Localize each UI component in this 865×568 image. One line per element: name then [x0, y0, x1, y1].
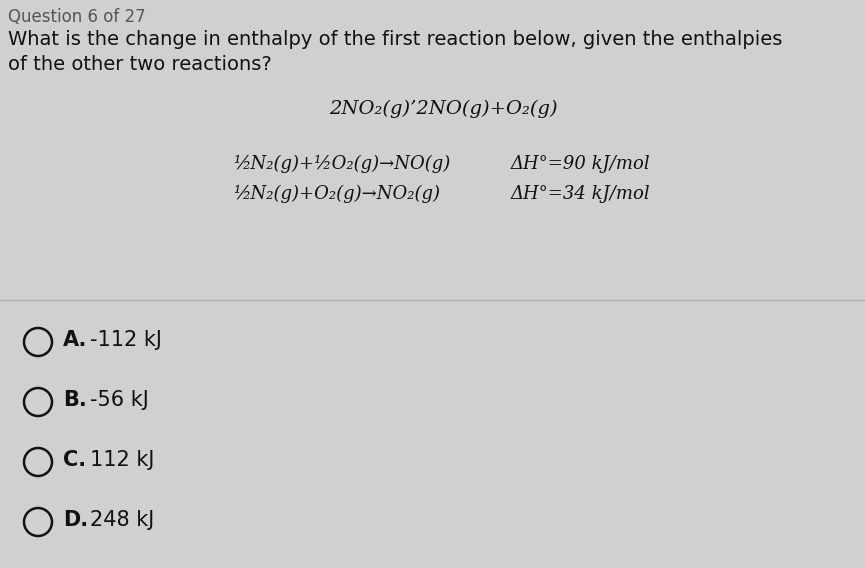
Text: ½N₂(g)+O₂(g)→NO₂(g): ½N₂(g)+O₂(g)→NO₂(g) [234, 185, 440, 203]
Text: 248 kJ: 248 kJ [90, 510, 154, 530]
Text: 2NO₂(g)’2NO(g)+O₂(g): 2NO₂(g)’2NO(g)+O₂(g) [329, 100, 557, 118]
Text: ½N₂(g)+½O₂(g)→NO(g): ½N₂(g)+½O₂(g)→NO(g) [234, 155, 451, 173]
Text: ΔH°=34 kJ/mol: ΔH°=34 kJ/mol [510, 185, 650, 203]
Text: -112 kJ: -112 kJ [90, 330, 162, 350]
Text: 112 kJ: 112 kJ [90, 450, 154, 470]
Text: ΔH°=90 kJ/mol: ΔH°=90 kJ/mol [510, 155, 650, 173]
Text: -56 kJ: -56 kJ [90, 390, 149, 410]
Text: B.: B. [63, 390, 86, 410]
Text: of the other two reactions?: of the other two reactions? [8, 55, 272, 74]
Text: C.: C. [63, 450, 86, 470]
Text: What is the change in enthalpy of the first reaction below, given the enthalpies: What is the change in enthalpy of the fi… [8, 30, 782, 49]
Text: D.: D. [63, 510, 88, 530]
Text: A.: A. [63, 330, 87, 350]
Text: Question 6 of 27: Question 6 of 27 [8, 8, 145, 26]
